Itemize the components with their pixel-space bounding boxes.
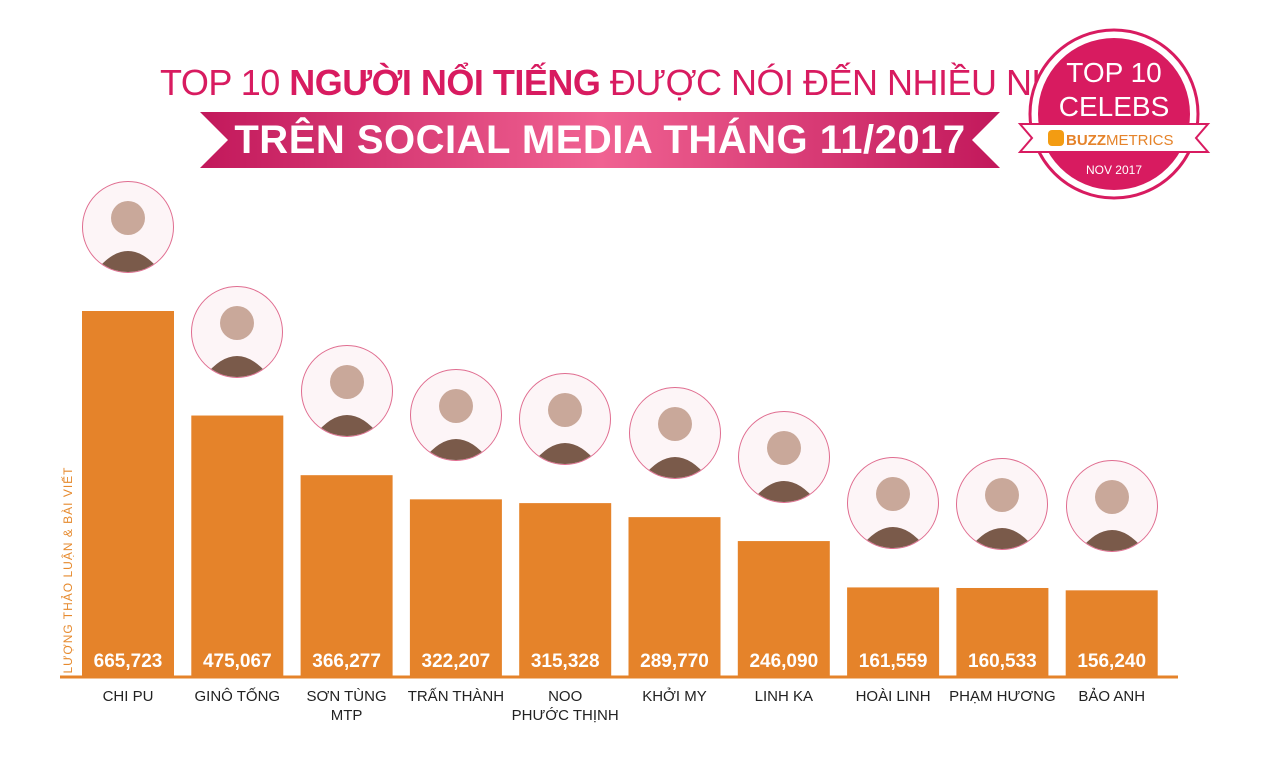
person-icon (204, 305, 271, 377)
person-icon (95, 201, 161, 272)
badge-brand-bold: BUZZ (1066, 132, 1106, 149)
bar (82, 311, 174, 676)
bar (737, 541, 830, 676)
category-label: KHỞI MY (642, 688, 707, 705)
svg-text:BUZZMETRICS: BUZZMETRICS (1066, 132, 1174, 149)
chart-subtitle: TRÊN SOCIAL MEDIA THÁNG 11/2017 (234, 118, 966, 162)
celebrity-photo (82, 181, 174, 273)
title-bold: NGƯỜI NỔI TIẾNG (289, 62, 601, 103)
category-label: LINH KA (754, 688, 813, 705)
celebrity-photo (1065, 460, 1158, 553)
category-label: PHẠM HƯƠNG (949, 688, 1056, 705)
top10-badge: TOP 10 CELEBS BUZZMETRICS NOV 2017 (1017, 28, 1211, 200)
title-post: ĐƯỢC NÓI ĐẾN NHIỀU NHẤT (600, 62, 1103, 103)
badge-brand-rest: METRICS (1106, 132, 1174, 149)
title-pre: TOP 10 (160, 62, 290, 103)
bar (628, 517, 721, 676)
bar-value-label: 366,277 (312, 651, 381, 672)
bar (956, 587, 1049, 676)
category-label: TRẤN THÀNH (407, 688, 505, 705)
bar (409, 499, 502, 676)
buzzmetrics-logo-icon (1048, 130, 1064, 146)
title-ribbon (200, 112, 1000, 168)
celebrity-photo (409, 369, 502, 462)
badge-line2: CELEBS (1059, 91, 1170, 122)
category-label: NOO PHƯỚC THỊNH (511, 688, 619, 724)
bar-value-label: 160,533 (968, 651, 1037, 672)
bar-value-label: 322,207 (421, 651, 491, 672)
y-axis-label: LƯỢNG THẢO LUẬN & BÀI VIẾT (61, 466, 75, 674)
celebrity-photo (519, 373, 612, 466)
person-icon (641, 407, 708, 479)
bar-value-label: 246,090 (749, 651, 819, 672)
category-label: GINÔ TỐNG (194, 688, 281, 705)
person-icon (860, 477, 927, 549)
badge-date: NOV 2017 (1086, 163, 1142, 177)
celebrity-photo (847, 457, 940, 550)
celebrity-photo (628, 387, 721, 480)
bar-value-label: 156,240 (1077, 651, 1147, 672)
bar (519, 503, 612, 676)
bar (191, 415, 284, 676)
badge-line1: TOP 10 (1066, 57, 1161, 88)
chart-title: TOP 10 NGƯỜI NỔI TIẾNG ĐƯỢC NÓI ĐẾN NHIỀ… (160, 62, 1102, 104)
category-label: CHI PU (102, 688, 154, 705)
category-label: HOÀI LINH (855, 688, 931, 705)
bar (300, 475, 393, 676)
person-icon (422, 389, 489, 461)
person-icon (750, 431, 817, 503)
bar (1065, 590, 1158, 676)
celebrity-photo (737, 411, 830, 504)
bar-value-label: 475,067 (202, 651, 272, 672)
celebrity-photo (300, 345, 393, 438)
bar (847, 587, 940, 676)
person-icon (1078, 480, 1145, 552)
bar-value-label: 289,770 (640, 651, 709, 672)
person-icon (532, 393, 599, 465)
person-icon (969, 477, 1036, 549)
bar-value-label: 315,328 (530, 651, 600, 672)
bar-group (82, 311, 1158, 676)
bar-value-label: 161,559 (858, 651, 928, 672)
bar-value-label: 665,723 (93, 651, 163, 672)
celebrity-photo (956, 457, 1049, 550)
category-label: BẢO ANH (1078, 688, 1146, 705)
celebrity-photo (191, 285, 284, 378)
category-label: SƠN TÙNG MTP (306, 688, 387, 724)
person-icon (313, 365, 380, 437)
